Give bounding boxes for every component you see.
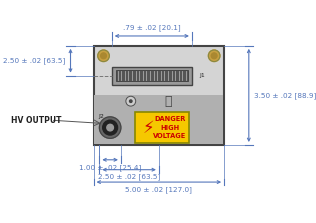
Circle shape <box>100 117 121 138</box>
Text: 3.50 ± .02 [88.9]: 3.50 ± .02 [88.9] <box>254 92 316 99</box>
Circle shape <box>100 53 106 59</box>
Circle shape <box>98 50 109 62</box>
Text: VOLTAGE: VOLTAGE <box>153 133 186 139</box>
Circle shape <box>107 124 113 131</box>
Text: HIGH: HIGH <box>160 125 179 131</box>
Circle shape <box>208 50 220 62</box>
Text: DANGER: DANGER <box>154 116 185 122</box>
Circle shape <box>126 96 136 106</box>
Text: ⚡: ⚡ <box>142 119 154 137</box>
Circle shape <box>211 53 217 59</box>
Bar <box>116 70 188 81</box>
Bar <box>112 66 192 85</box>
Bar <box>94 46 224 145</box>
Circle shape <box>130 100 132 102</box>
Text: HV OUTPUT: HV OUTPUT <box>11 116 62 125</box>
Text: J1: J1 <box>199 73 205 78</box>
Text: 2.50 ± .02 [63.5]: 2.50 ± .02 [63.5] <box>3 57 65 64</box>
Circle shape <box>103 120 118 135</box>
Bar <box>135 112 189 143</box>
Text: J2: J2 <box>99 114 105 119</box>
Text: ⏚: ⏚ <box>164 95 172 108</box>
Text: 5.00 ± .02 [127.0]: 5.00 ± .02 [127.0] <box>125 186 192 193</box>
Text: 1.00 ± .02 [25.4]: 1.00 ± .02 [25.4] <box>79 164 141 171</box>
Text: 2.50 ± .02 [63.5]: 2.50 ± .02 [63.5] <box>98 174 160 180</box>
Text: .79 ± .02 [20.1]: .79 ± .02 [20.1] <box>123 24 181 31</box>
Bar <box>94 95 223 144</box>
